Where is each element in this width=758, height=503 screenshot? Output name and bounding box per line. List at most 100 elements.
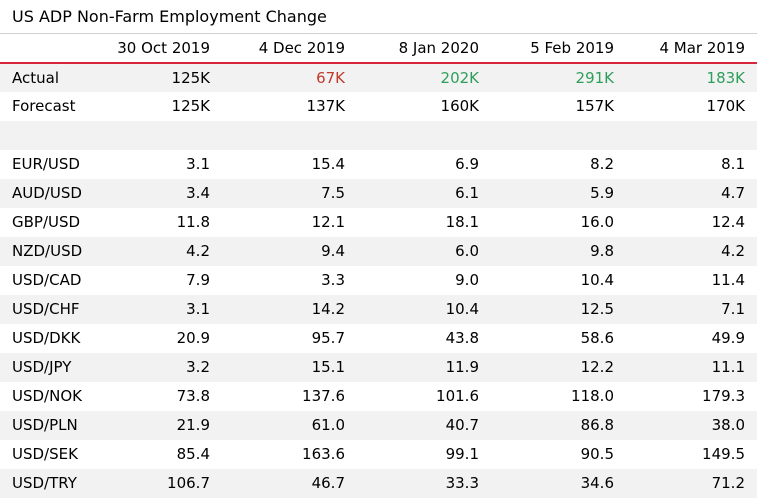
table-row: USD/TRY 106.7 46.7 33.3 34.6 71.2 [0, 468, 757, 498]
pair-label: GBP/USD [12, 213, 81, 231]
employment-table: 30 Oct 2019 4 Dec 2019 8 Jan 2020 5 Feb … [0, 33, 757, 498]
pair-value: 4.2 [186, 242, 210, 260]
pair-value: 3.2 [186, 358, 210, 376]
pair-value: 11.8 [176, 213, 210, 231]
header-row: 30 Oct 2019 4 Dec 2019 8 Jan 2020 5 Feb … [0, 33, 757, 64]
actual-row: Actual 125K 67K 202K 291K 183K [0, 62, 757, 92]
pair-value: 20.9 [176, 329, 210, 347]
pair-value: 33.3 [445, 474, 479, 492]
pair-value: 163.6 [302, 445, 345, 463]
pair-value: 40.7 [445, 416, 479, 434]
pair-value: 8.1 [721, 155, 745, 173]
header-cell: 30 Oct 2019 [96, 33, 222, 64]
table-row: USD/JPY 3.2 15.1 11.9 12.2 11.1 [0, 352, 757, 382]
pair-label: EUR/USD [12, 155, 80, 173]
pair-value: 43.8 [445, 329, 479, 347]
pair-label: USD/JPY [12, 358, 72, 376]
pair-value: 16.0 [580, 213, 614, 231]
table-title: US ADP Non-Farm Employment Change [12, 7, 327, 26]
table-body: Actual 125K 67K 202K 291K 183K Forecast … [0, 62, 757, 498]
header-cell [0, 33, 96, 64]
forecast-value: 160K [440, 97, 479, 115]
forecast-row: Forecast 125K 137K 160K 157K 170K [0, 91, 757, 121]
header-cell: 4 Mar 2019 [626, 33, 757, 64]
row-label: Actual [12, 68, 59, 87]
pair-value: 12.5 [580, 300, 614, 318]
pair-value: 12.4 [711, 213, 745, 231]
row-label: Forecast [12, 97, 76, 115]
table-row: USD/PLN 21.9 61.0 40.7 86.8 38.0 [0, 410, 757, 440]
pair-value: 3.1 [186, 155, 210, 173]
pair-value: 106.7 [167, 474, 210, 492]
forecast-value: 137K [306, 97, 345, 115]
pair-value: 10.4 [580, 271, 614, 289]
pair-value: 149.5 [702, 445, 745, 463]
pair-label: NZD/USD [12, 242, 83, 260]
pair-value: 3.1 [186, 300, 210, 318]
pair-value: 137.6 [302, 387, 345, 405]
pair-label: AUD/USD [12, 184, 82, 202]
pair-value: 6.1 [455, 184, 479, 202]
pair-label: USD/SEK [12, 445, 78, 463]
table-row: USD/CAD 7.9 3.3 9.0 10.4 11.4 [0, 265, 757, 295]
pair-value: 90.5 [580, 445, 614, 463]
pair-value: 10.4 [445, 300, 479, 318]
pair-value: 11.9 [445, 358, 479, 376]
pair-value: 85.4 [176, 445, 210, 463]
pair-label: USD/CAD [12, 271, 82, 289]
pair-value: 46.7 [311, 474, 345, 492]
actual-value: 183K [706, 68, 745, 87]
pair-value: 15.4 [311, 155, 345, 173]
table-row: USD/NOK 73.8 137.6 101.6 118.0 179.3 [0, 381, 757, 411]
pair-value: 14.2 [311, 300, 345, 318]
pair-value: 99.1 [445, 445, 479, 463]
actual-value: 202K [440, 68, 479, 87]
pair-value: 9.4 [321, 242, 345, 260]
pair-value: 21.9 [176, 416, 210, 434]
forecast-value: 125K [171, 97, 210, 115]
pair-value: 71.2 [711, 474, 745, 492]
pair-label: USD/PLN [12, 416, 78, 434]
pair-value: 179.3 [702, 387, 745, 405]
pair-value: 9.0 [455, 271, 479, 289]
pair-value: 12.1 [311, 213, 345, 231]
pair-value: 101.6 [436, 387, 479, 405]
actual-value: 67K [316, 68, 345, 87]
pair-value: 11.4 [711, 271, 745, 289]
pair-value: 38.0 [711, 416, 745, 434]
pair-value: 4.7 [721, 184, 745, 202]
pair-value: 11.1 [711, 358, 745, 376]
actual-value: 291K [575, 68, 614, 87]
table-row: NZD/USD 4.2 9.4 6.0 9.8 4.2 [0, 236, 757, 266]
pair-value: 58.6 [580, 329, 614, 347]
pair-value: 61.0 [311, 416, 345, 434]
table-row: GBP/USD 11.8 12.1 18.1 16.0 12.4 [0, 207, 757, 237]
pair-value: 118.0 [571, 387, 614, 405]
pair-value: 86.8 [580, 416, 614, 434]
header-cell: 5 Feb 2019 [491, 33, 626, 64]
pair-value: 6.9 [455, 155, 479, 173]
pair-value: 7.5 [321, 184, 345, 202]
pair-value: 12.2 [580, 358, 614, 376]
pair-value: 95.7 [311, 329, 345, 347]
pair-value: 3.4 [186, 184, 210, 202]
pair-value: 3.3 [321, 271, 345, 289]
pair-label: USD/NOK [12, 387, 82, 405]
table-row: EUR/USD 3.1 15.4 6.9 8.2 8.1 [0, 149, 757, 179]
pair-label: USD/TRY [12, 474, 77, 492]
pair-value: 9.8 [590, 242, 614, 260]
header-cell: 8 Jan 2020 [357, 33, 491, 64]
pair-value: 6.0 [455, 242, 479, 260]
pair-value: 49.9 [711, 329, 745, 347]
forecast-value: 157K [575, 97, 614, 115]
pair-value: 18.1 [445, 213, 479, 231]
pair-value: 73.8 [176, 387, 210, 405]
header-cell: 4 Dec 2019 [222, 33, 357, 64]
forecast-value: 170K [706, 97, 745, 115]
table-row: USD/CHF 3.1 14.2 10.4 12.5 7.1 [0, 294, 757, 324]
table-row: USD/DKK 20.9 95.7 43.8 58.6 49.9 [0, 323, 757, 353]
pair-value: 34.6 [580, 474, 614, 492]
pair-label: USD/DKK [12, 329, 81, 347]
pair-value: 5.9 [590, 184, 614, 202]
